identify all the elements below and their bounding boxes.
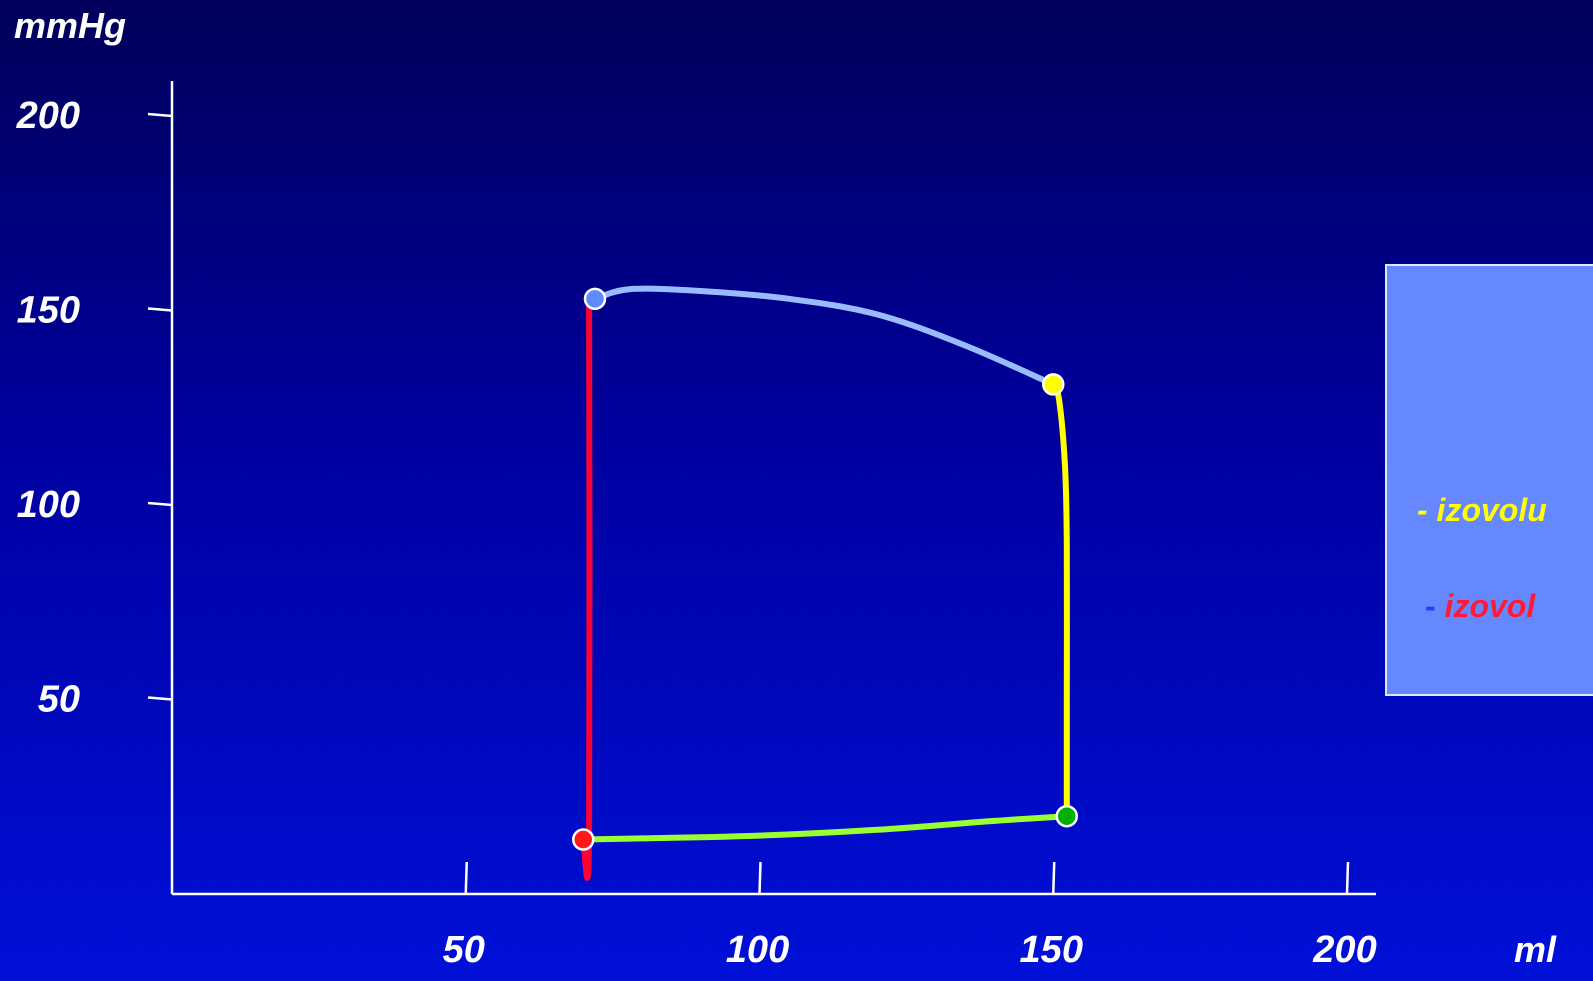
- x-tick-100: [758, 861, 762, 895]
- point-marker-4: [572, 828, 595, 851]
- y-tick-label-150: 150: [17, 290, 80, 332]
- y-axis-label: mmHg: [14, 5, 126, 46]
- series-layer: [580, 285, 1070, 881]
- point-marker-2: [1042, 373, 1065, 396]
- point-marker-3: [1055, 804, 1079, 828]
- point-marker-1: [583, 287, 607, 311]
- x-tick-label-50: 50: [443, 929, 485, 971]
- y-tick-label-50: 50: [38, 679, 80, 721]
- legend-item-1: - izovolu: [1417, 492, 1547, 528]
- series-line-1: [592, 285, 1057, 388]
- axes: [170, 81, 1376, 896]
- x-tick-200: [1345, 861, 1350, 895]
- y-tick-label-100: 100: [17, 484, 80, 526]
- x-tick-50: [464, 861, 468, 895]
- x-axis-label: ml: [1514, 929, 1557, 970]
- x-tick-150: [1052, 861, 1056, 895]
- marker-layer: [572, 287, 1079, 851]
- legend-item-2: - izovol: [1425, 588, 1535, 625]
- legend-box: - izovolu - izovol: [1385, 264, 1593, 696]
- y-tick-100: [147, 501, 173, 507]
- y-tick-200: [147, 112, 173, 118]
- legend-item-2-dash: -: [1425, 588, 1436, 624]
- series-line-4: [580, 297, 593, 881]
- tick-labels: 50 100 150 200 50 100 150 200: [16, 95, 1377, 971]
- series-line-3: [580, 813, 1070, 843]
- x-tick-label-100: 100: [726, 929, 789, 971]
- y-tick-150: [147, 307, 173, 312]
- y-tick-50: [147, 696, 173, 701]
- legend-item-2-label: izovol: [1444, 588, 1536, 624]
- ticks: [147, 112, 1350, 895]
- x-tick-label-150: 150: [1020, 929, 1083, 971]
- series-line-2: [1050, 381, 1070, 820]
- y-tick-label-200: 200: [16, 95, 80, 137]
- x-tick-label-200: 200: [1312, 929, 1376, 971]
